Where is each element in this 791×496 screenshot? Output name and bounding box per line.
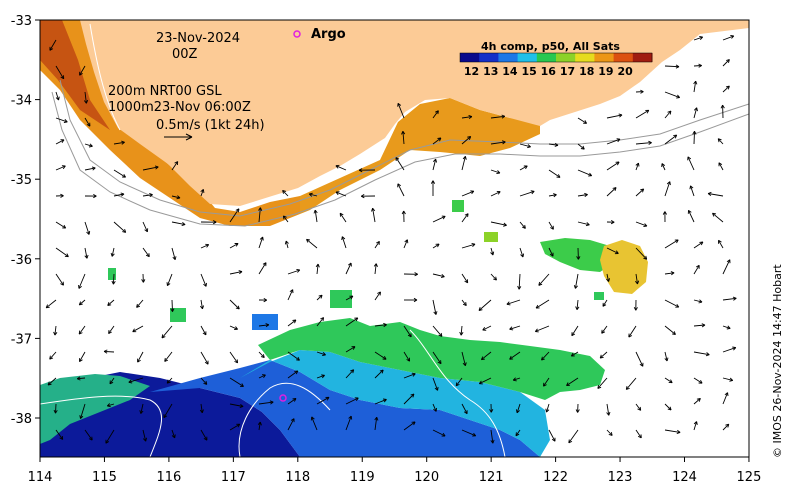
colorbar-tick-label: 17: [560, 65, 575, 78]
lon-tick-label: 125: [737, 470, 762, 485]
colorbar-tick-label: 12: [464, 65, 479, 78]
lat-tick-label: -38: [11, 412, 32, 427]
date-label: 23-Nov-2024: [156, 31, 240, 46]
colorbar-swatch: [614, 53, 634, 62]
colorbar-tick-label: 15: [521, 65, 536, 78]
contour-depth-label-1000: 1000m23-Nov 06:00Z: [108, 100, 251, 115]
colorbar-title: 4h comp, p50, All Sats: [481, 40, 620, 53]
sst-speck: [330, 290, 352, 308]
argo-legend-label: Argo: [311, 27, 346, 42]
colorbar: [460, 53, 653, 62]
lon-tick-label: 115: [92, 470, 117, 485]
lon-tick-label: 118: [285, 470, 310, 485]
sst-speck: [484, 232, 498, 242]
colorbar-tick-label: 18: [579, 65, 594, 78]
latitude-axis: -33 -34 -35 -36 -37 -38: [11, 14, 40, 427]
lat-tick-label: -35: [11, 173, 32, 188]
lat-tick-label: -37: [11, 332, 32, 347]
colorbar-tick-label: 19: [598, 65, 613, 78]
colorbar-tick-label: 20: [617, 65, 633, 78]
lon-tick-label: 120: [414, 470, 439, 485]
time-label: 00Z: [172, 47, 198, 62]
lon-tick-label: 117: [221, 470, 246, 485]
sst-speck: [452, 200, 464, 212]
colorbar-swatch: [594, 53, 614, 62]
colorbar-tick-label: 13: [483, 65, 498, 78]
lat-tick-label: -33: [11, 14, 32, 29]
colorbar-swatch: [498, 53, 518, 62]
colorbar-swatch: [556, 53, 576, 62]
lon-tick-label: 122: [543, 470, 568, 485]
longitude-axis: 114 115 116 117 118 119 120 121 122 123 124 125: [28, 457, 762, 485]
lon-tick-label: 119: [350, 470, 375, 485]
colorbar-swatch: [537, 53, 557, 62]
colorbar-swatch: [633, 53, 653, 62]
colorbar-tick-label: 16: [541, 65, 557, 78]
colorbar-swatch: [479, 53, 499, 62]
lon-tick-label: 121: [479, 470, 504, 485]
colorbar-swatch: [575, 53, 595, 62]
credit-text: © IMOS 26-Nov-2024 14:47 Hobart: [771, 264, 784, 458]
lon-tick-label: 114: [28, 470, 53, 485]
sst-speck: [594, 292, 604, 300]
colorbar-swatch: [460, 53, 480, 62]
lon-tick-label: 123: [608, 470, 633, 485]
lat-tick-label: -34: [11, 94, 32, 109]
colorbar-swatch: [518, 53, 538, 62]
lat-tick-label: -36: [11, 253, 32, 268]
sst-speck: [252, 314, 278, 330]
colorbar-tick-label: 14: [502, 65, 518, 78]
lon-tick-label: 124: [672, 470, 697, 485]
vector-scale-label: 0.5m/s (1kt 24h): [156, 118, 265, 133]
contour-depth-label-200: 200m NRT00 GSL: [108, 84, 222, 99]
sst-speck: [108, 268, 116, 280]
lon-tick-label: 116: [156, 470, 181, 485]
